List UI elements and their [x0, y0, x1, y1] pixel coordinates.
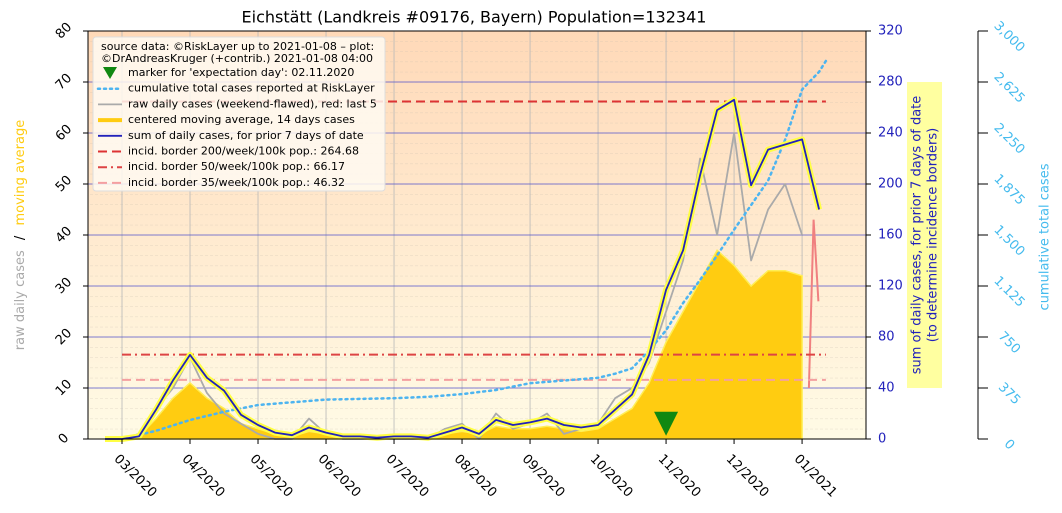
y-tick-label: 10: [53, 377, 75, 399]
y3-tick-label: 2,625: [991, 70, 1028, 107]
y2-tick-label: 0: [878, 432, 886, 447]
y3-axis-label: cumulative total cases: [1038, 163, 1053, 310]
y3-tick-label: 0: [1001, 437, 1017, 453]
source-note: source data: ©RiskLayer up to 2021-01-08…: [101, 40, 374, 53]
x-tick-label: 10/2020: [587, 452, 636, 501]
y2-tick-label: 200: [878, 177, 903, 192]
x-tick-label: 11/2020: [655, 452, 704, 501]
y-tick-label: 50: [53, 173, 75, 195]
legend-label: incid. border 35/week/100k pop.: 46.32: [128, 176, 345, 189]
x-tick-label: 05/2020: [247, 452, 296, 501]
y-tick-label: 30: [53, 275, 75, 297]
last-5-line: [807, 219, 820, 389]
y2-axis-label: sum of daily cases, for prior 7 days of …: [910, 96, 925, 375]
legend-label: incid. border 50/week/100k pop.: 66.17: [128, 160, 345, 173]
y2-tick-label: 80: [878, 330, 895, 345]
x-tick-label: 12/2020: [723, 452, 772, 501]
x-tick-label: 04/2020: [179, 452, 228, 501]
x-tick-label: 06/2020: [315, 452, 364, 501]
y-tick-label: 60: [53, 122, 75, 144]
y-tick-label: 20: [53, 326, 75, 348]
sum-line: [105, 98, 820, 440]
y3-tick-label: 2,250: [991, 121, 1028, 158]
y2-tick-label: 120: [878, 279, 903, 294]
y-label-slash: /: [13, 235, 28, 240]
y2-label-box: [907, 82, 942, 388]
x-tick-label: 08/2020: [451, 452, 500, 501]
y3-tick-label: 1,500: [991, 223, 1028, 260]
y3-tick-label: 1,125: [991, 274, 1028, 311]
y3-tick-label: 3,000: [991, 19, 1028, 56]
y2-tick-label: 320: [878, 24, 903, 39]
x-tick-label: 03/2020: [111, 452, 160, 501]
y2-tick-label: 280: [878, 75, 903, 90]
y-tick-label: 70: [53, 71, 75, 93]
expectation-marker: [654, 411, 679, 436]
legend-marker: [103, 67, 117, 79]
y2-tick-label: 160: [878, 228, 903, 243]
x-tick-label: 07/2020: [383, 452, 432, 501]
y-tick-label: 0: [56, 431, 72, 447]
legend-label: marker for 'expectation day': 02.11.2020: [128, 66, 354, 79]
y-label-ma: moving average: [13, 120, 28, 226]
y-axis-label: raw daily cases / moving average: [13, 120, 28, 350]
series-line: [120, 59, 828, 441]
legend-label: cumulative total cases reported at RiskL…: [128, 82, 375, 95]
legend-label: incid. border 200/week/100k pop.: 264.68: [128, 145, 359, 158]
y2-tick-label: 240: [878, 126, 903, 141]
y2-axis-label: (to determine incidence borders): [926, 128, 941, 343]
chart-title: Eichstätt (Landkreis #09176, Bayern) Pop…: [242, 8, 707, 27]
y3-tick-label: 750: [995, 329, 1023, 357]
legend-label: centered moving average, 14 days cases: [128, 113, 355, 126]
legend-label: raw daily cases (weekend-flawed), red: l…: [128, 97, 377, 110]
y3-tick-label: 1,875: [991, 172, 1028, 209]
y2-tick-label: 40: [878, 381, 895, 396]
y-label-raw: raw daily cases: [13, 250, 28, 350]
x-tick-label: 09/2020: [519, 452, 568, 501]
y-tick-label: 80: [53, 20, 75, 42]
x-tick-label: 01/2021: [791, 452, 840, 501]
y3-tick-label: 375: [995, 380, 1023, 408]
legend-label: sum of daily cases, for prior 7 days of …: [128, 129, 364, 142]
legend-box: [92, 36, 386, 192]
y-tick-label: 40: [53, 224, 75, 246]
source-note: ©DrAndreasKruger (+contrib.) 2021-01-08 …: [101, 52, 373, 65]
